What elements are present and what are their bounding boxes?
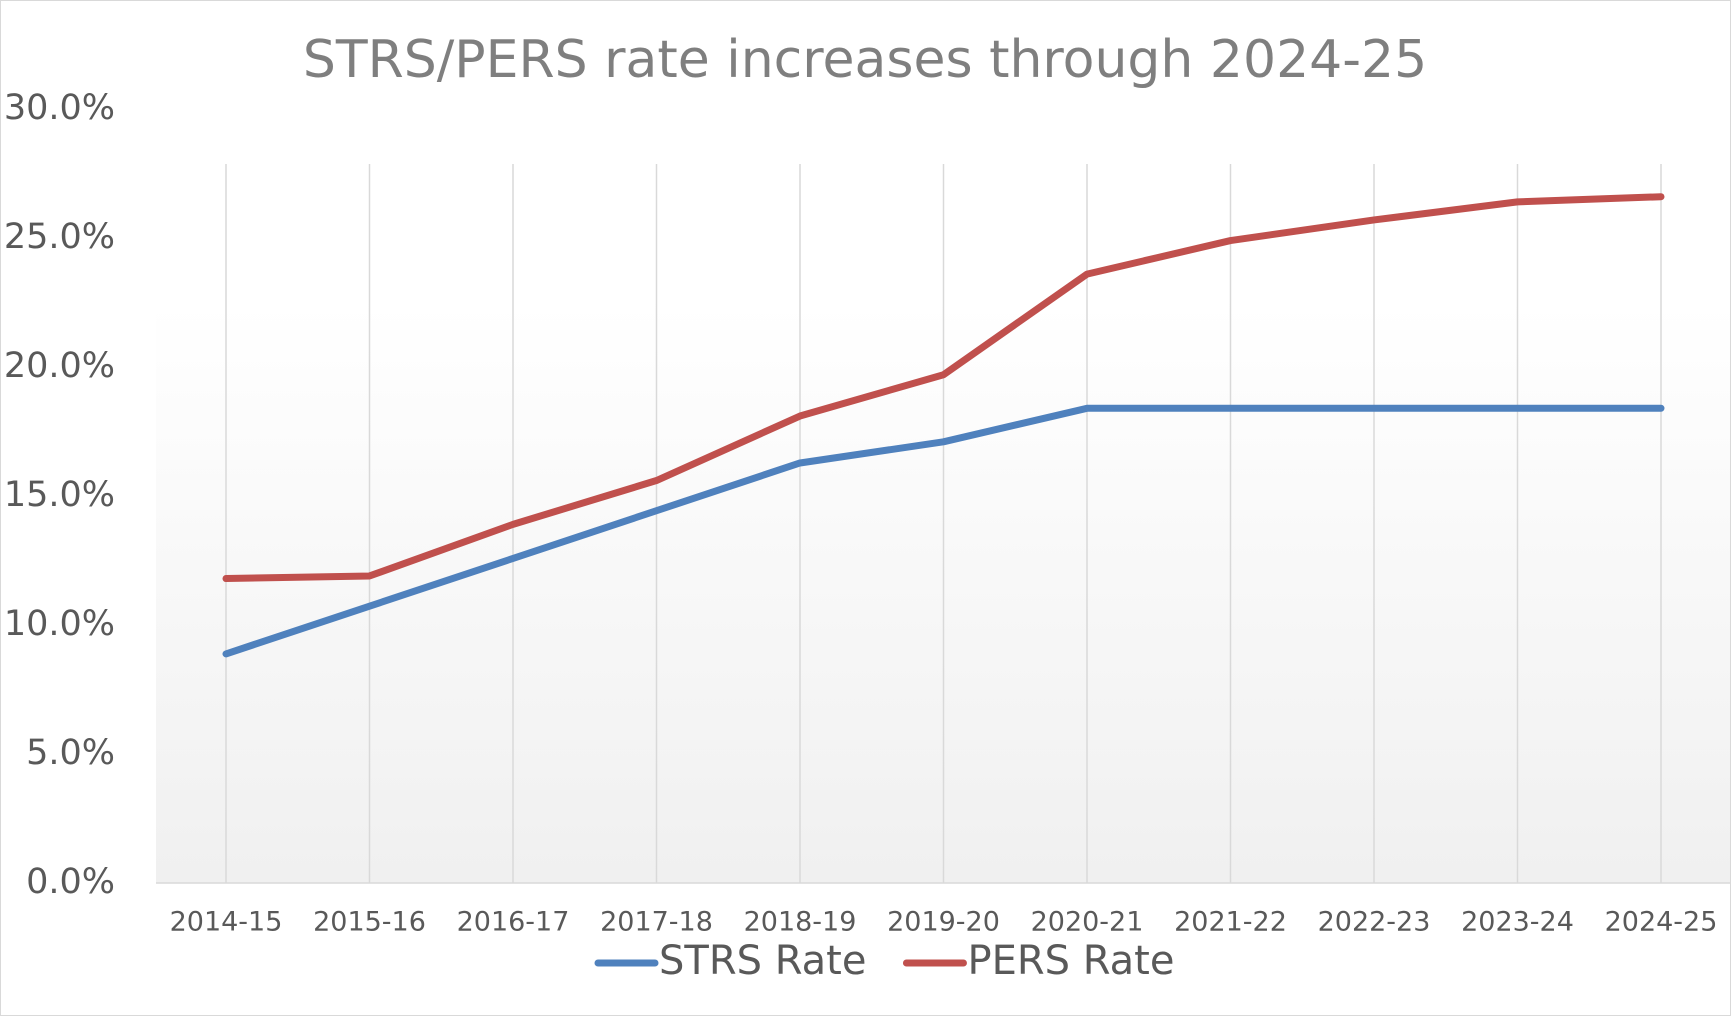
x-tick-label: 2018-19	[744, 907, 857, 938]
y-tick-label: 10.0%	[4, 604, 115, 644]
y-tick-label: 25.0%	[4, 217, 115, 257]
x-tick-label: 2015-16	[313, 907, 426, 938]
x-tick-label: 2017-18	[600, 907, 713, 938]
x-tick-label: 2024-25	[1605, 907, 1718, 938]
x-tick-label: 2019-20	[887, 907, 1000, 938]
legend-label: STRS Rate	[659, 938, 866, 984]
y-tick-label: 0.0%	[26, 862, 115, 902]
legend-label: PERS Rate	[967, 938, 1174, 984]
y-tick-label: 5.0%	[26, 733, 115, 773]
series-line	[222, 193, 1665, 583]
y-tick-label: 30.0%	[4, 88, 115, 128]
chart-title: STRS/PERS rate increases through 2024-25	[303, 30, 1427, 90]
x-tick-label: 2022-23	[1318, 907, 1431, 938]
x-tick-label: 2021-22	[1174, 907, 1287, 938]
series-line	[222, 404, 1665, 658]
x-tick-label: 2020-21	[1031, 907, 1144, 938]
x-tick-label: 2014-15	[170, 907, 283, 938]
y-tick-label: 15.0%	[4, 475, 115, 515]
y-tick-label: 20.0%	[4, 346, 115, 386]
x-tick-label: 2023-24	[1461, 907, 1574, 938]
x-tick-label: 2016-17	[457, 907, 570, 938]
